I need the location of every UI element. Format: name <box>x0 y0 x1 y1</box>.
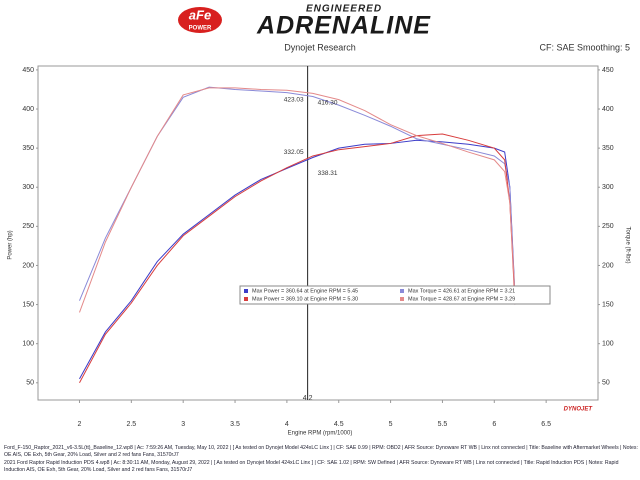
y-tick-label: 150 <box>22 301 34 308</box>
x-tick-label: 6 <box>492 421 496 428</box>
series-line <box>79 86 516 305</box>
y-tick-label: 200 <box>22 262 34 269</box>
x-tick-label: 2.5 <box>126 421 136 428</box>
legend-swatch <box>400 289 404 293</box>
y2-tick-label: 150 <box>602 301 614 308</box>
y2-tick-label: 100 <box>602 341 614 348</box>
legend-swatch <box>400 297 404 301</box>
y2-axis-label: Torque (ft-lbs) <box>624 226 630 263</box>
x-tick-label: 4.5 <box>334 421 344 428</box>
y2-tick-label: 400 <box>602 106 614 113</box>
chart-subtitle: CF: SAE Smoothing: 5 <box>539 42 630 52</box>
chart-title: Dynojet Research <box>284 42 356 52</box>
footer: Ford_F-150_Raptor_2021_v6-3.5L(tt)_Basel… <box>4 445 638 475</box>
y-tick-label: 50 <box>26 380 34 387</box>
y-tick-label: 400 <box>22 106 34 113</box>
legend-label: Max Power = 369.10 at Engine RPM = 5.30 <box>252 296 358 302</box>
x-axis-label: Engine RPM (rpm/1000) <box>288 431 353 437</box>
series-line <box>79 133 516 384</box>
legend: Max Power = 360.64 at Engine RPM = 5.45 M… <box>239 285 551 305</box>
x-tick-label: 4 <box>285 421 289 428</box>
watermark: DYNOJET <box>564 407 594 413</box>
logo-top: aFe <box>189 7 211 22</box>
chart: aFe POWER ENGINEERED ADRENALINE Dynojet … <box>8 4 631 437</box>
y-tick-label: 350 <box>22 145 34 152</box>
tagline: ENGINEERED <box>306 4 382 15</box>
y-axis-label: Power (hp) <box>8 230 14 259</box>
series-line <box>79 139 516 380</box>
logo-badge <box>178 7 222 33</box>
y-tick-label: 250 <box>22 223 34 230</box>
annotation: 332.05 <box>284 149 304 156</box>
annotation: 338.31 <box>318 170 338 177</box>
legend-box <box>239 285 551 305</box>
y2-tick-label: 450 <box>602 67 614 74</box>
y-tick-label: 300 <box>22 184 34 191</box>
x-tick-label: 2 <box>78 421 82 428</box>
x-tick-label: 3.5 <box>230 421 240 428</box>
plot-frame <box>37 65 599 401</box>
y2-tick-label: 200 <box>602 262 614 269</box>
cursor-label: 4.2 <box>303 395 313 402</box>
annotation: 423.03 <box>284 96 304 103</box>
legend-swatch <box>244 289 248 293</box>
legend-label: Max Power = 360.64 at Engine RPM = 5.45 <box>252 288 358 294</box>
y-tick-label: 100 <box>22 341 34 348</box>
y2-tick-label: 350 <box>602 145 614 152</box>
y-tick-label: 450 <box>22 67 34 74</box>
brand-name: ADRENALINE <box>256 12 431 40</box>
y2-tick-label: 300 <box>602 184 614 191</box>
x-tick-label: 3 <box>181 421 185 428</box>
series-line <box>79 87 516 313</box>
x-tick-label: 5 <box>389 421 393 428</box>
logo-bottom: POWER <box>189 26 212 32</box>
annotation: 416.30 <box>318 99 338 106</box>
legend-swatch <box>244 297 248 301</box>
x-tick-label: 6.5 <box>541 421 551 428</box>
legend-label: Max Torque = 426.61 at Engine RPM = 3.21 <box>408 288 515 294</box>
legend-label: Max Torque = 428.67 at Engine RPM = 3.29 <box>408 296 515 302</box>
footer-line: 2021 Ford Raptor Rapid Induction PDS 4.w… <box>4 460 619 473</box>
y2-tick-label: 250 <box>602 223 614 230</box>
x-tick-label: 5.5 <box>438 421 448 428</box>
y2-tick-label: 50 <box>602 380 610 387</box>
footer-line: Ford_F-150_Raptor_2021_v6-3.5L(tt)_Basel… <box>4 445 638 458</box>
